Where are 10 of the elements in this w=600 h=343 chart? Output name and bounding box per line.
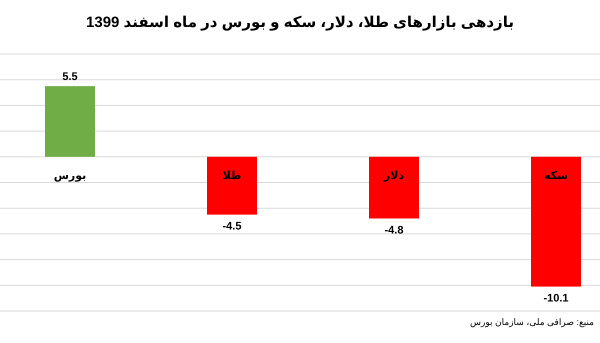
data-label: -10.1 (543, 292, 569, 305)
x-tick-label: دلار (382, 170, 404, 182)
data-label: 5.5 (62, 71, 78, 84)
chart-title: بازدهی بازارهای طلا، دلار، سکه و بورس در ماه اسفند 1399 (86, 14, 514, 31)
data-label: -4.5 (222, 220, 242, 233)
x-tick-label: سکه (544, 170, 568, 182)
x-tick-label: طلا (222, 170, 242, 182)
x-tick-label: بورس (54, 170, 86, 182)
text: منبع: صرافی ملی، سازمان بورس (470, 317, 594, 328)
data-label: -4.8 (384, 224, 404, 236)
